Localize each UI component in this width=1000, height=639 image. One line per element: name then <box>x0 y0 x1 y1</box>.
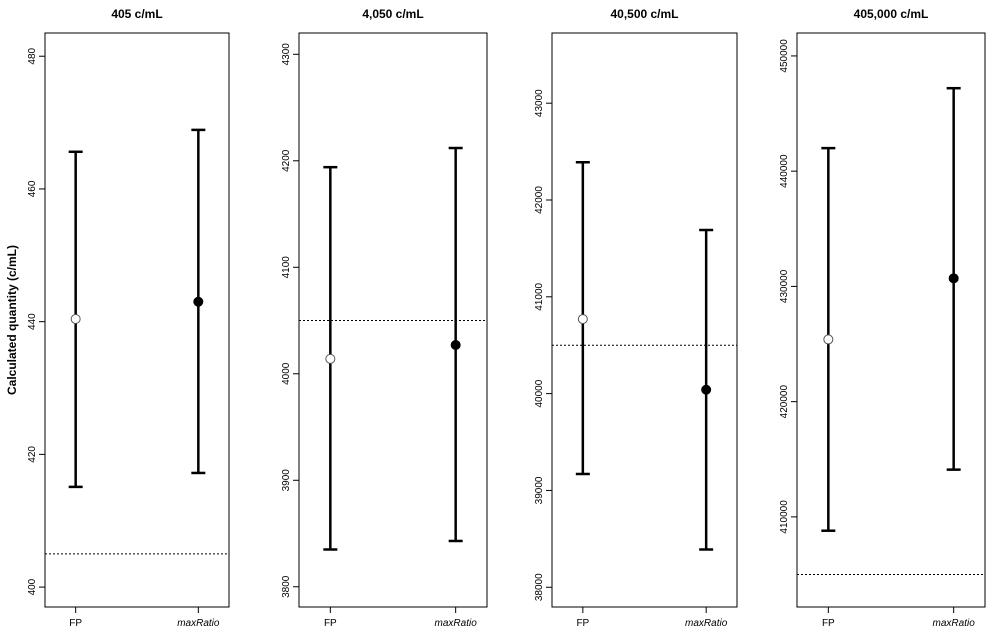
y-tick-label: 3800 <box>281 575 292 598</box>
y-tick-label: 400 <box>27 578 38 595</box>
errorbar-FP <box>575 160 590 476</box>
plot-frame <box>298 32 488 608</box>
plot-frame <box>44 32 230 608</box>
y-tick-label: 40000 <box>534 379 545 407</box>
data-point <box>325 353 336 364</box>
y-tick-label: 480 <box>27 47 38 64</box>
y-tick-label: 4300 <box>281 43 292 66</box>
errorbar-maxRatio <box>191 128 206 475</box>
errorbar-FP <box>323 165 338 551</box>
x-tick-label: FP <box>576 618 589 629</box>
panel-4: 405,000 c/mL 410000 420000 430000 440000 4500… <box>779 7 986 629</box>
panel-3: 40,500 c/mL 38000 39000 40000 41000 42000 4300… <box>534 7 738 629</box>
errorbar-maxRatio <box>448 146 463 543</box>
data-point <box>193 296 204 307</box>
x-tick-label: FP <box>822 618 835 629</box>
data-point <box>450 340 461 351</box>
y-tick-label: 43000 <box>534 89 545 117</box>
y-axis-label: Calculated quantity (c/mL) <box>5 245 19 395</box>
x-tick-label: FP <box>69 618 82 629</box>
y-tick-label: 4200 <box>281 149 292 172</box>
y-tick-label: 3900 <box>281 469 292 492</box>
y-tick-label: 440000 <box>779 154 790 188</box>
y-tick-label: 430000 <box>779 269 790 303</box>
errorbar-FP <box>68 150 83 489</box>
panel-2: 4,050 c/mL 3800 3900 4000 4100 4200 4300 FP maxR… <box>281 7 488 629</box>
panel-title: 405 c/mL <box>111 7 162 21</box>
errorbar-maxRatio <box>946 86 961 471</box>
panel-title: 4,050 c/mL <box>362 7 423 21</box>
x-tick-label: maxRatio <box>685 618 728 629</box>
plot-frame <box>796 32 986 608</box>
data-point <box>948 273 959 284</box>
plot-frame <box>551 32 738 608</box>
panel-title: 405,000 c/mL <box>854 7 929 21</box>
y-tick-label: 41000 <box>534 282 545 310</box>
x-tick-label: maxRatio <box>933 618 976 629</box>
x-tick-label: FP <box>324 618 337 629</box>
data-point <box>70 314 81 325</box>
y-tick-label: 42000 <box>534 186 545 214</box>
panel-title: 40,500 c/mL <box>610 7 678 21</box>
data-point <box>701 384 712 395</box>
y-tick-label: 420000 <box>779 385 790 419</box>
y-tick-label: 4100 <box>281 256 292 279</box>
x-tick-label: maxRatio <box>177 618 220 629</box>
data-point <box>577 314 588 325</box>
errorbar-FP <box>821 146 836 532</box>
y-tick-label: 39000 <box>534 476 545 504</box>
y-tick-label: 440 <box>27 313 38 330</box>
y-tick-label: 420 <box>27 446 38 463</box>
data-point <box>823 334 834 345</box>
x-tick-label: maxRatio <box>435 618 478 629</box>
y-tick-label: 410000 <box>779 500 790 534</box>
y-tick-label: 38000 <box>534 573 545 601</box>
errorbar-maxRatio <box>699 228 714 551</box>
panel-1: 405 c/mL 400 420 440 460 480 FP maxRatio <box>27 7 230 629</box>
y-tick-label: 450000 <box>779 39 790 73</box>
y-tick-label: 460 <box>27 180 38 197</box>
y-tick-label: 4000 <box>281 362 292 385</box>
